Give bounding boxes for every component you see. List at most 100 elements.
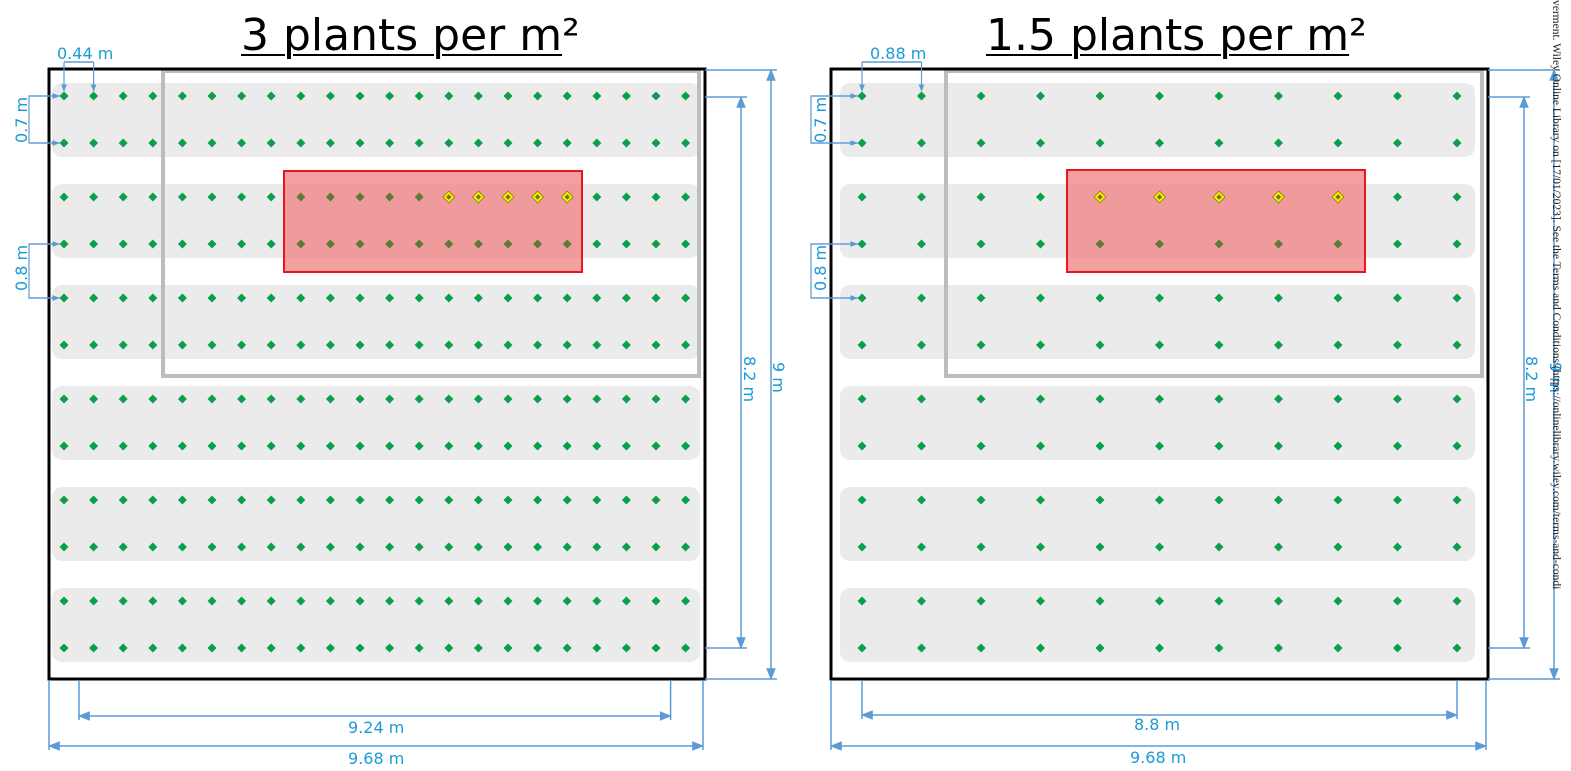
- panel-2-plant: [1333, 340, 1343, 350]
- panel-1-plant: [325, 239, 335, 249]
- panel-1-plant: [592, 340, 602, 350]
- panel-1-plant: [444, 441, 454, 451]
- panel-2-plant: [917, 441, 926, 451]
- panel-2-title-superscript: ²: [1349, 10, 1367, 61]
- panel-2-plant: [1095, 394, 1105, 404]
- panel-1-plant: [148, 596, 158, 606]
- panel-1-plant: [237, 394, 247, 404]
- panel-1-plant: [59, 542, 69, 552]
- panel-1-plant: [681, 495, 691, 505]
- panel-2-plant: [1393, 293, 1402, 303]
- panel-1-plant: [592, 293, 602, 303]
- panel-1-plant: [59, 394, 69, 404]
- panel-1-plant: [651, 91, 661, 101]
- panel-2-plant: [857, 192, 867, 202]
- panel-2-bed-6: [840, 588, 1475, 662]
- panel-2-plant: [1214, 394, 1224, 404]
- panel-1-plant: [533, 239, 543, 249]
- panel-1-plant: [59, 643, 69, 653]
- panel-1-plant-spacing-label: 0.44 m: [57, 44, 114, 63]
- panel-1-plant: [414, 542, 424, 552]
- panel-1-plant: [562, 138, 572, 148]
- panel-2-plant: [1393, 239, 1402, 249]
- panel-1-plant: [681, 643, 691, 653]
- panel-2-plant: [1155, 441, 1164, 451]
- panel-2-plant: [1095, 293, 1105, 303]
- panel-1-plant: [355, 340, 365, 350]
- panel-1-plant: [355, 293, 365, 303]
- panel-2-plant: [1214, 596, 1224, 606]
- panel-2-plant: [1452, 192, 1462, 202]
- panel-1-plant: [385, 138, 395, 148]
- panel-2-inner-width-label: 8.8 m: [1134, 715, 1181, 734]
- panel-2-plant: [917, 293, 926, 303]
- panel-1-plant: [207, 138, 217, 148]
- panel-2-bed-5: [840, 487, 1475, 561]
- panel-2-plant: [1095, 643, 1105, 653]
- panel-2-plant: [1274, 441, 1283, 451]
- panel-1-plant: [414, 293, 424, 303]
- panel-1-plant: [296, 239, 306, 249]
- panel-2-sample-area: [1066, 169, 1366, 273]
- panel-1-plant: [207, 192, 217, 202]
- panel-1-plant: [237, 239, 247, 249]
- panel-2-plant: [1214, 340, 1224, 350]
- panel-1-plant: [177, 192, 187, 202]
- panel-1-plant: [148, 340, 158, 350]
- panel-1-plant: [414, 192, 424, 202]
- panel-1-plant: [503, 596, 513, 606]
- panel-1-plant: [118, 441, 128, 451]
- panel-1-plant: [592, 495, 602, 505]
- panel-1-plant: [325, 394, 335, 404]
- panel-2-plant: [917, 596, 926, 606]
- panel-2-plant: [1333, 239, 1343, 249]
- panel-2-plant: [1155, 643, 1164, 653]
- panel-1-plant: [118, 596, 128, 606]
- panel-2-plant: [1036, 192, 1045, 202]
- panel-1-plant: [503, 239, 513, 249]
- panel-1-plant: [325, 596, 335, 606]
- panel-1-plant: [325, 91, 335, 101]
- panel-1-plant: [296, 138, 306, 148]
- panel-1-title-superscript: ²: [562, 10, 580, 61]
- panel-2-plant: [1155, 239, 1164, 249]
- panel-2-plant: [976, 293, 986, 303]
- panel-2-plant: [1095, 340, 1105, 350]
- panel-2-sampled-plant-core: [1216, 194, 1222, 200]
- panel-2-plant: [1452, 441, 1462, 451]
- panel-2-plant: [1155, 596, 1164, 606]
- panel-1-plant: [621, 542, 631, 552]
- panel-2-plant: [1274, 239, 1283, 249]
- panel-1-plant: [385, 441, 395, 451]
- panel-1-plant: [118, 495, 128, 505]
- panel-1-plant: [414, 239, 424, 249]
- panel-2-plant-spacing-label: 0.88 m: [870, 44, 927, 63]
- panel-1-title-text: 3 plants per m: [241, 10, 563, 61]
- panel-1-plant: [266, 495, 276, 505]
- panel-2-plant: [1274, 495, 1283, 505]
- panel-2-plant: [1155, 542, 1164, 552]
- panel-1-plant: [414, 91, 424, 101]
- panel-2-plant: [1452, 394, 1462, 404]
- panel-1-plant: [385, 239, 395, 249]
- panel-2-plant: [1452, 643, 1462, 653]
- panel-1-plant: [266, 192, 276, 202]
- panel-2-plant: [1333, 495, 1343, 505]
- panel-1-bed-4: [52, 386, 700, 460]
- panel-2-plant: [1095, 91, 1105, 101]
- panel-2-bed-1: [840, 83, 1475, 157]
- panel-2-plant: [857, 495, 867, 505]
- panel-1-plant: [59, 340, 69, 350]
- panel-1-plant: [207, 596, 217, 606]
- panel-1-plant: [355, 192, 365, 202]
- panel-1-plant: [444, 495, 454, 505]
- panel-1-plant: [118, 138, 128, 148]
- panel-2-plant: [857, 138, 867, 148]
- panel-2-plant: [1036, 441, 1045, 451]
- panel-2-plant: [976, 340, 986, 350]
- panel-1-plant: [89, 542, 99, 552]
- panel-2-plant: [1095, 441, 1105, 451]
- panel-2-plant: [1274, 542, 1283, 552]
- panel-1-plant: [355, 441, 365, 451]
